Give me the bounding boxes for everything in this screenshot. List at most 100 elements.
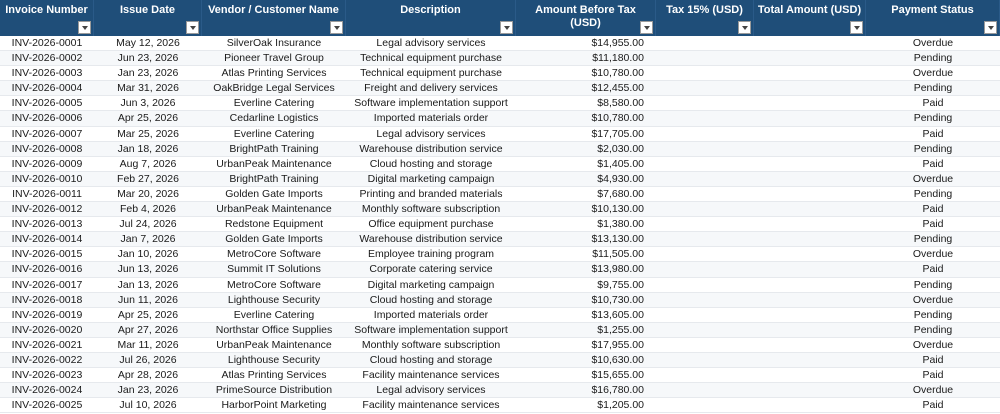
tax-cell[interactable]: [656, 232, 754, 246]
invoice-number-cell[interactable]: INV-2026-0016: [11, 263, 83, 276]
issue-date-cell[interactable]: Jan 7, 2026: [120, 233, 176, 246]
payment-status-cell[interactable]: Overdue: [912, 172, 954, 185]
description-cell[interactable]: Warehouse distribution service: [359, 233, 503, 246]
issue-date-cell[interactable]: Jul 26, 2026: [119, 353, 177, 366]
col-header-payment-status[interactable]: Payment Status: [866, 0, 1000, 36]
payment-status-cell[interactable]: Paid: [922, 399, 944, 412]
amount-before-tax-cell[interactable]: $10,780.00: [591, 67, 644, 80]
vendor-name-cell[interactable]: Northstar Office Supplies: [215, 323, 333, 336]
tax-cell[interactable]: [656, 81, 754, 95]
col-header-issue-date[interactable]: Issue Date: [94, 0, 202, 36]
amount-before-tax-cell[interactable]: $14,955.00: [591, 37, 644, 49]
issue-date-cell[interactable]: Jan 18, 2026: [117, 142, 179, 155]
tax-cell[interactable]: [656, 36, 754, 50]
filter-dropdown-button[interactable]: [186, 21, 199, 34]
total-amount-cell[interactable]: [754, 338, 866, 352]
vendor-name-cell[interactable]: Redstone Equipment: [224, 218, 324, 231]
vendor-name-cell[interactable]: Pioneer Travel Group: [224, 52, 324, 65]
invoice-number-cell[interactable]: INV-2026-0005: [11, 97, 83, 110]
description-cell[interactable]: Facility maintenance services: [362, 399, 500, 412]
amount-before-tax-cell[interactable]: $1,255.00: [597, 323, 644, 336]
issue-date-cell[interactable]: Jan 13, 2026: [117, 278, 179, 291]
amount-before-tax-cell[interactable]: $13,130.00: [591, 233, 644, 246]
payment-status-cell[interactable]: Pending: [913, 278, 953, 291]
invoice-number-cell[interactable]: INV-2026-0020: [11, 323, 83, 336]
amount-before-tax-cell[interactable]: $7,680.00: [597, 187, 644, 200]
tax-cell[interactable]: [656, 338, 754, 352]
payment-status-cell[interactable]: Paid: [922, 203, 944, 216]
issue-date-cell[interactable]: Aug 7, 2026: [119, 157, 177, 170]
total-amount-cell[interactable]: [754, 368, 866, 382]
tax-cell[interactable]: [656, 51, 754, 65]
vendor-name-cell[interactable]: HarborPoint Marketing: [221, 399, 327, 412]
vendor-name-cell[interactable]: PrimeSource Distribution: [215, 384, 333, 397]
vendor-name-cell[interactable]: UrbanPeak Maintenance: [216, 157, 332, 170]
tax-cell[interactable]: [656, 66, 754, 80]
invoice-number-cell[interactable]: INV-2026-0014: [11, 233, 83, 246]
total-amount-cell[interactable]: [754, 66, 866, 80]
col-header-description[interactable]: Description: [346, 0, 516, 36]
issue-date-cell[interactable]: Feb 27, 2026: [117, 172, 179, 185]
invoice-number-cell[interactable]: INV-2026-0008: [11, 142, 83, 155]
issue-date-cell[interactable]: Apr 27, 2026: [117, 323, 179, 336]
vendor-name-cell[interactable]: BrightPath Training: [229, 142, 319, 155]
payment-status-cell[interactable]: Paid: [922, 369, 944, 382]
invoice-number-cell[interactable]: INV-2026-0006: [11, 112, 83, 125]
issue-date-cell[interactable]: Jun 23, 2026: [117, 52, 179, 65]
total-amount-cell[interactable]: [754, 202, 866, 216]
invoice-number-cell[interactable]: INV-2026-0012: [11, 203, 83, 216]
issue-date-cell[interactable]: Jan 10, 2026: [117, 248, 179, 261]
issue-date-cell[interactable]: Apr 25, 2026: [117, 112, 179, 125]
col-header-tax[interactable]: Tax 15% (USD): [656, 0, 754, 36]
invoice-number-cell[interactable]: INV-2026-0018: [11, 293, 83, 306]
filter-dropdown-button[interactable]: [850, 21, 863, 34]
total-amount-cell[interactable]: [754, 187, 866, 201]
description-cell[interactable]: Technical equipment purchase: [360, 67, 502, 80]
invoice-number-cell[interactable]: INV-2026-0022: [11, 353, 83, 366]
tax-cell[interactable]: [656, 96, 754, 110]
issue-date-cell[interactable]: Jun 3, 2026: [120, 97, 176, 110]
amount-before-tax-cell[interactable]: $4,930.00: [597, 172, 644, 185]
amount-before-tax-cell[interactable]: $17,705.00: [591, 127, 644, 140]
vendor-name-cell[interactable]: OakBridge Legal Services: [213, 82, 335, 95]
amount-before-tax-cell[interactable]: $8,580.00: [597, 97, 644, 110]
tax-cell[interactable]: [656, 308, 754, 322]
description-cell[interactable]: Imported materials order: [373, 112, 489, 125]
payment-status-cell[interactable]: Pending: [913, 52, 953, 65]
invoice-number-cell[interactable]: INV-2026-0011: [12, 187, 82, 200]
description-cell[interactable]: Cloud hosting and storage: [369, 293, 493, 306]
payment-status-cell[interactable]: Pending: [913, 308, 953, 321]
tax-cell[interactable]: [656, 368, 754, 382]
issue-date-cell[interactable]: Jun 11, 2026: [118, 293, 178, 306]
tax-cell[interactable]: [656, 383, 754, 397]
payment-status-cell[interactable]: Pending: [913, 323, 953, 336]
description-cell[interactable]: Software implementation support: [354, 323, 508, 336]
description-cell[interactable]: Legal advisory services: [376, 384, 486, 397]
vendor-name-cell[interactable]: Everline Catering: [233, 308, 315, 321]
amount-before-tax-cell[interactable]: $2,030.00: [597, 142, 644, 155]
description-cell[interactable]: Corporate catering service: [369, 263, 493, 276]
amount-before-tax-cell[interactable]: $10,130.00: [591, 203, 644, 216]
total-amount-cell[interactable]: [754, 398, 866, 412]
tax-cell[interactable]: [656, 323, 754, 337]
issue-date-cell[interactable]: Feb 4, 2026: [119, 203, 177, 216]
vendor-name-cell[interactable]: Everline Catering: [233, 127, 315, 140]
invoice-number-cell[interactable]: INV-2026-0021: [11, 338, 83, 351]
issue-date-cell[interactable]: Jan 23, 2026: [117, 384, 179, 397]
tax-cell[interactable]: [656, 278, 754, 292]
payment-status-cell[interactable]: Overdue: [912, 338, 954, 351]
payment-status-cell[interactable]: Paid: [922, 97, 944, 110]
tax-cell[interactable]: [656, 127, 754, 141]
total-amount-cell[interactable]: [754, 81, 866, 95]
invoice-number-cell[interactable]: INV-2026-0019: [11, 308, 83, 321]
payment-status-cell[interactable]: Paid: [922, 127, 944, 140]
vendor-name-cell[interactable]: Lighthouse Security: [227, 353, 321, 366]
invoice-number-cell[interactable]: INV-2026-0013: [11, 218, 83, 231]
tax-cell[interactable]: [656, 262, 754, 276]
filter-dropdown-button[interactable]: [330, 21, 343, 34]
filter-dropdown-button[interactable]: [500, 21, 513, 34]
amount-before-tax-cell[interactable]: $16,780.00: [591, 384, 644, 397]
filter-dropdown-button[interactable]: [78, 21, 91, 34]
total-amount-cell[interactable]: [754, 353, 866, 367]
total-amount-cell[interactable]: [754, 51, 866, 65]
